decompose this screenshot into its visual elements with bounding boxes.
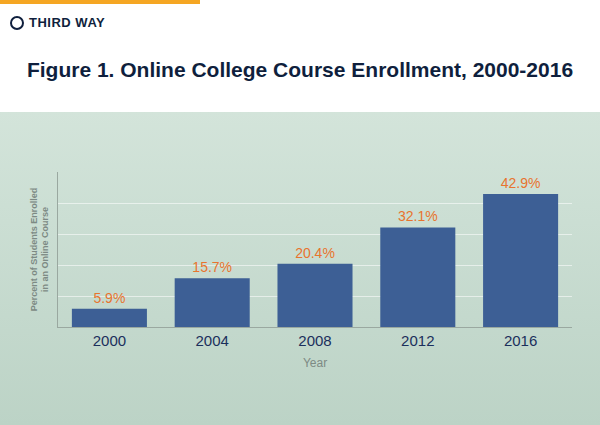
svg-text:42.9%: 42.9% — [501, 175, 541, 191]
svg-text:20.4%: 20.4% — [295, 245, 335, 261]
svg-text:2008: 2008 — [298, 332, 331, 349]
svg-text:2012: 2012 — [401, 332, 434, 349]
svg-text:2004: 2004 — [196, 332, 229, 349]
svg-text:Figure 1. Online College Cours: Figure 1. Online College Course Enrollme… — [27, 58, 573, 81]
html-text:THIRD WAY: THIRD WAY — [29, 15, 106, 30]
svg-text:Percent of Students Enrolledin: Percent of Students Enrolledin an Online… — [29, 188, 51, 312]
svg-text:5.9%: 5.9% — [93, 290, 125, 306]
svg-text:2016: 2016 — [504, 332, 537, 349]
svg-text:32.1%: 32.1% — [398, 208, 438, 224]
svg-text:2000: 2000 — [93, 332, 126, 349]
svg-text:15.7%: 15.7% — [192, 259, 232, 275]
svg-text:Year: Year — [303, 356, 327, 370]
